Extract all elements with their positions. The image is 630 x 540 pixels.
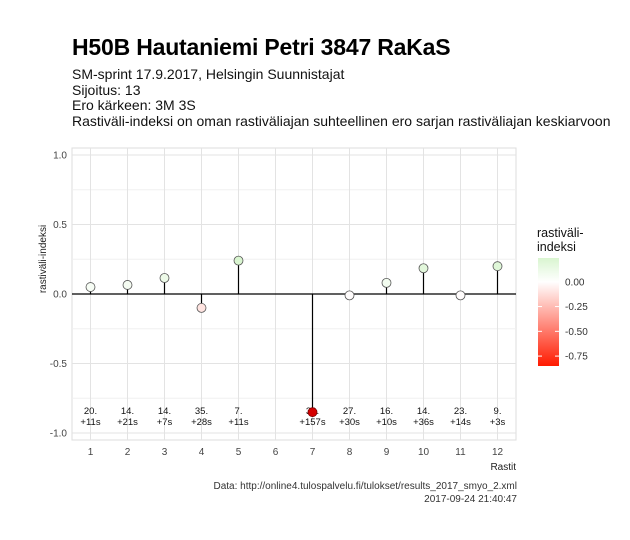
lollipop-point (196, 303, 207, 313)
legend-tick-label: -0.50 (565, 327, 588, 338)
data-label-diff: +21s (117, 417, 138, 428)
lollipop-point (159, 273, 170, 283)
legend-tick-label: -0.25 (565, 302, 588, 313)
timestamp-caption: 2017-09-24 21:40:47 (424, 494, 517, 505)
x-tick-label: 5 (236, 447, 242, 458)
data-marks: 20.+11s14.+21s14.+7s35.+28s7.+11s39.+157… (80, 255, 506, 428)
y-tick-label: 0.5 (53, 220, 67, 231)
x-tick-label: 3 (162, 447, 168, 458)
x-tick-label: 7 (310, 447, 316, 458)
subtitle-gap: Ero kärkeen: 3M 3S (72, 97, 196, 113)
x-tick-label: 4 (199, 447, 205, 458)
axes: 1.00.50.0-0.5-1.01 2 3 4 5 6 7 8 9 10 11 12Rastitra… (38, 150, 516, 473)
data-label-rank: 27. (343, 406, 356, 417)
lollipop-point (455, 290, 466, 301)
x-tick-label: 11 (455, 447, 466, 458)
lollipop-point (381, 277, 392, 288)
data-label-rank: 16. (380, 406, 393, 417)
subtitle-description: Rastiväli-indeksi on oman rastiväliajan … (72, 113, 611, 129)
data-label-rank: 20. (84, 406, 97, 417)
data-label-diff: +14s (450, 417, 471, 428)
x-tick-label: 9 (384, 447, 390, 458)
y-axis-title: rastiväli-indeksi (38, 225, 49, 293)
data-label-diff: +11s (228, 417, 248, 428)
y-tick-label: -0.5 (50, 359, 68, 370)
legend-colorbar (538, 258, 559, 366)
x-tick-label: 2 (125, 447, 131, 458)
y-tick-label: -1.0 (50, 429, 68, 440)
legend-tick-label: 0.00 (565, 277, 585, 288)
y-tick-label: 1.0 (53, 150, 67, 161)
data-label-rank: 14. (158, 406, 171, 417)
lollipop-point (233, 255, 244, 266)
lollipop-point (418, 263, 429, 274)
chart-title: H50B Hautaniemi Petri 3847 RaKaS (72, 34, 451, 60)
x-tick-label: 6 (273, 447, 279, 458)
data-label-diff: +157s (299, 417, 325, 428)
legend-title-line1: rastiväli- (537, 226, 584, 240)
lollipop-point (85, 282, 96, 292)
lollipop-point (122, 280, 133, 290)
data-label-diff: +7s (157, 417, 173, 428)
data-label-diff: +30s (339, 417, 360, 428)
y-tick-label: 0.0 (53, 290, 67, 301)
data-label-diff: +36s (413, 417, 434, 428)
x-tick-label: 10 (418, 447, 430, 458)
lollipop-point (344, 290, 355, 301)
legend-title-line2: indeksi (537, 240, 576, 254)
data-source-caption: Data: http://online4.tulospalvelu.fi/tul… (213, 481, 517, 492)
x-tick-label: 8 (347, 447, 353, 458)
x-axis-title: Rastit (490, 462, 516, 473)
subtitle-event: SM-sprint 17.9.2017, Helsingin Suunnista… (72, 66, 345, 82)
lollipop-point (307, 407, 318, 418)
data-label-rank: 14. (417, 406, 430, 417)
data-label-rank: 7. (235, 406, 243, 417)
x-tick-label: 12 (492, 447, 504, 458)
data-label-diff: +28s (191, 417, 212, 428)
subtitle-rank: Sijoitus: 13 (72, 82, 141, 98)
data-label-rank: 14. (121, 406, 134, 417)
lollipop-point (492, 261, 503, 272)
x-tick-label: 1 (88, 447, 94, 458)
data-label-diff: +3s (490, 417, 506, 428)
data-label-rank: 35. (195, 406, 208, 417)
data-label-rank: 23. (454, 406, 467, 417)
data-label-diff: +11s (80, 417, 100, 428)
data-label-diff: +10s (376, 417, 397, 428)
legend-tick-label: -0.75 (565, 352, 588, 363)
data-label-rank: 9. (494, 406, 502, 417)
color-legend: rastiväli-indeksi 0.00 -0.25 -0.50 -0.75 (537, 226, 588, 366)
